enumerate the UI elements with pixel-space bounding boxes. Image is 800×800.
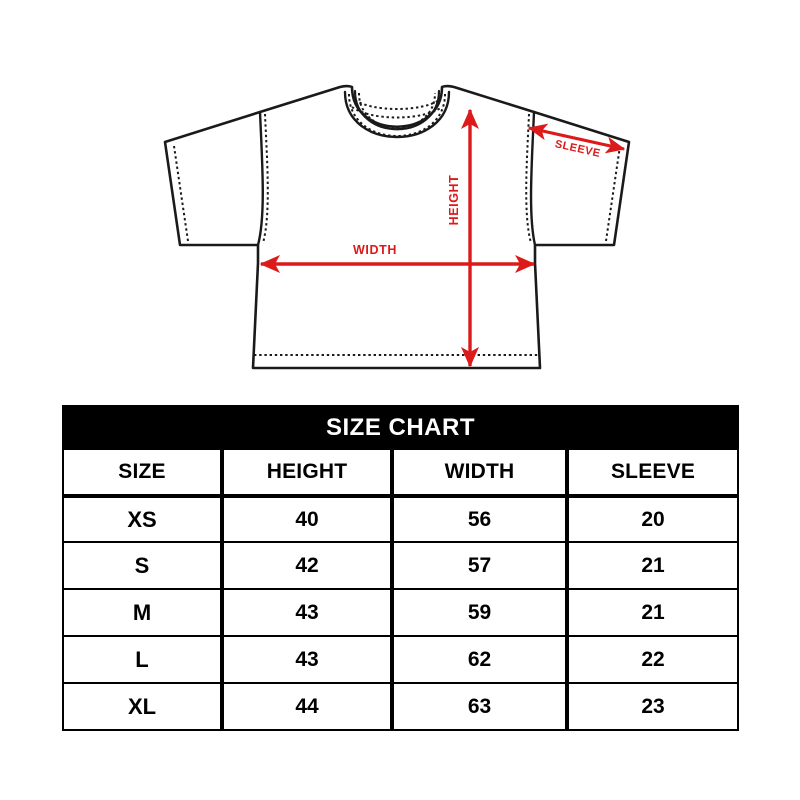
table-row: M 43 59 21 — [62, 590, 739, 637]
right-sleeve-hem-stitch — [605, 145, 621, 242]
chart-title-row: SIZE CHART — [62, 405, 739, 450]
cell-width: 59 — [392, 590, 567, 637]
column-header-row: SIZE HEIGHT WIDTH SLEEVE — [62, 450, 739, 496]
cell-sleeve: 20 — [567, 496, 739, 543]
column-header-sleeve: SLEEVE — [567, 450, 739, 496]
neckline-collar-inner — [353, 89, 441, 131]
cell-width: 63 — [392, 684, 567, 731]
cell-size: XL — [62, 684, 222, 731]
size-chart-thead: SIZE CHART SIZE HEIGHT WIDTH SLEEVE — [62, 405, 739, 496]
cell-width: 56 — [392, 496, 567, 543]
height-label: HEIGHT — [447, 175, 461, 226]
neckline-collar-outer — [343, 90, 451, 138]
cell-size: L — [62, 637, 222, 684]
chart-title: SIZE CHART — [62, 405, 739, 450]
cell-height: 40 — [222, 496, 392, 543]
tshirt-diagram: HEIGHT WIDTH SLEEVE — [163, 84, 631, 370]
cell-sleeve: 21 — [567, 590, 739, 637]
measurement-annotations: HEIGHT WIDTH SLEEVE — [259, 108, 626, 368]
sleeve-arrow — [527, 123, 626, 154]
left-armhole-stitch — [262, 113, 269, 244]
size-chart-table: SIZE CHART SIZE HEIGHT WIDTH SLEEVE XS 4… — [62, 405, 739, 731]
cell-sleeve: 22 — [567, 637, 739, 684]
tshirt-diagram-svg: HEIGHT WIDTH SLEEVE — [163, 84, 631, 370]
cell-width: 62 — [392, 637, 567, 684]
table-row: XS 40 56 20 — [62, 496, 739, 543]
cell-size: M — [62, 590, 222, 637]
cell-height: 44 — [222, 684, 392, 731]
left-armhole-seam — [256, 110, 264, 247]
cell-sleeve: 21 — [567, 543, 739, 590]
column-header-width: WIDTH — [392, 450, 567, 496]
table-row: S 42 57 21 — [62, 543, 739, 590]
table-row: L 43 62 22 — [62, 637, 739, 684]
column-header-height: HEIGHT — [222, 450, 392, 496]
cell-size: XS — [62, 496, 222, 543]
back-neck-tape-stitch — [354, 99, 440, 110]
size-chart-table-container: SIZE CHART SIZE HEIGHT WIDTH SLEEVE XS 4… — [62, 405, 739, 731]
cell-height: 43 — [222, 590, 392, 637]
cell-size: S — [62, 543, 222, 590]
cell-width: 57 — [392, 543, 567, 590]
cell-sleeve: 23 — [567, 684, 739, 731]
left-sleeve-hem-stitch — [173, 145, 189, 242]
neckline-stitch-inner — [358, 92, 436, 129]
size-chart-tbody: XS 40 56 20 S 42 57 21 M 43 59 21 — [62, 496, 739, 731]
width-label: WIDTH — [353, 243, 397, 257]
table-row: XL 44 63 23 — [62, 684, 739, 731]
cell-height: 42 — [222, 543, 392, 590]
column-header-size: SIZE — [62, 450, 222, 496]
cell-height: 43 — [222, 637, 392, 684]
back-neck-tape-stitch-2 — [351, 106, 443, 119]
